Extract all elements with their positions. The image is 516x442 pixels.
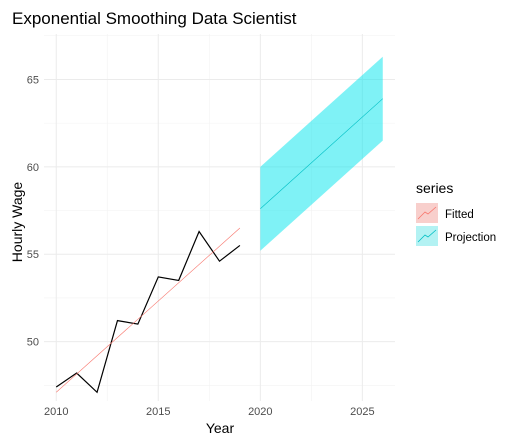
chart-title: Exponential Smoothing Data Scientist [12,9,297,28]
legend-key-line [417,229,437,243]
y-tick-label: 65 [27,74,39,86]
x-tick-label: 2015 [146,406,170,418]
legend: series Fitted Projection [416,180,496,246]
fitted-series-line [56,227,241,393]
series-lines [55,98,383,394]
x-tick-label: 2020 [248,406,272,418]
y-tick-label: 50 [27,337,39,349]
y-tick-label: 55 [27,249,39,261]
major-gridlines [44,34,395,401]
legend-title: series [416,180,453,196]
legend-key-line [417,206,437,220]
x-axis-title: Year [206,420,235,436]
y-axis-title: Hourly Wage [9,182,25,263]
tick-labels: 2010 2015 2020 2025 50 55 60 65 [27,74,375,418]
actual-series-line [55,230,241,394]
x-tick-label: 2025 [350,406,374,418]
x-tick-label: 2010 [44,406,68,418]
legend-label: Fitted [445,209,474,221]
y-tick-label: 60 [27,162,39,174]
projection-series-line [260,98,383,209]
legend-label: Projection [445,232,496,244]
minor-gridlines [44,34,395,401]
legend-entries: Fitted Projection [416,203,496,246]
